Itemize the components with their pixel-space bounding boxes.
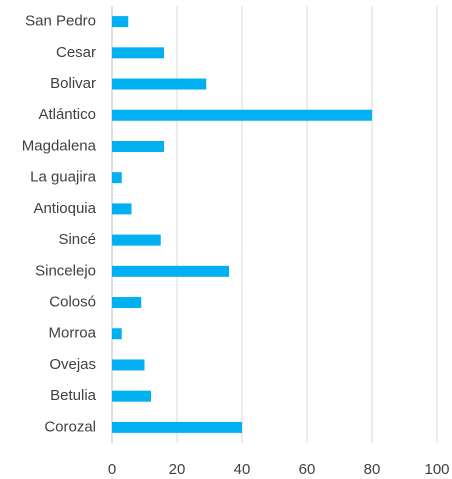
y-tick-label: Corozal — [44, 418, 96, 435]
bar — [112, 265, 229, 277]
y-tick-label: Betulia — [50, 387, 97, 404]
bar — [112, 109, 372, 121]
y-tick-label: Ovejas — [49, 356, 96, 373]
bar — [112, 78, 207, 90]
bar — [112, 172, 122, 184]
y-tick-label: Magdalena — [22, 137, 97, 154]
bar — [112, 390, 151, 402]
y-tick-label: Antioquia — [33, 200, 96, 217]
bar — [112, 421, 242, 433]
bar — [112, 140, 164, 152]
bar — [112, 297, 142, 309]
y-tick-label: Bolivar — [50, 75, 96, 92]
x-tick-label: 40 — [234, 461, 251, 478]
y-tick-label: Colosó — [49, 294, 96, 311]
y-tick-label: Atlántico — [38, 106, 96, 123]
x-tick-label: 60 — [299, 461, 316, 478]
x-tick-label: 0 — [108, 461, 116, 478]
bar — [112, 16, 129, 28]
y-tick-label: Sincelejo — [35, 262, 96, 279]
y-tick-label: Sincé — [58, 231, 96, 248]
x-tick-label: 100 — [424, 461, 449, 478]
y-tick-label: Cesar — [56, 44, 96, 61]
bar — [112, 234, 161, 246]
y-tick-label: Morroa — [48, 325, 96, 342]
y-tick-label: La guajira — [30, 169, 97, 186]
x-tick-label: 80 — [364, 461, 381, 478]
bar — [112, 47, 164, 59]
bar — [112, 359, 145, 371]
bar — [112, 328, 122, 340]
y-tick-label: San Pedro — [25, 13, 96, 30]
bar — [112, 203, 132, 215]
x-tick-label: 20 — [169, 461, 186, 478]
